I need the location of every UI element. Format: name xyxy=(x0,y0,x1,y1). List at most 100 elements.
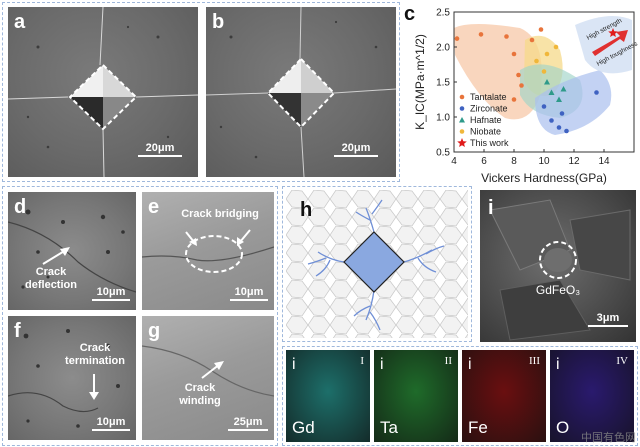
eds-map-gd-roman: I xyxy=(360,355,364,367)
frame-ab xyxy=(2,2,400,182)
legend-marker xyxy=(459,129,465,134)
data-point-niobate xyxy=(534,58,539,64)
data-point-zirconate xyxy=(594,90,599,95)
panel-f-annotation-line1: Crack xyxy=(79,342,111,354)
data-point-tantalate xyxy=(478,32,484,37)
panel-b-scale-label: 20μm xyxy=(341,142,371,154)
panel-f-texture xyxy=(8,329,120,428)
legend-label: Zirconate xyxy=(470,104,508,114)
eds-map-o-element: O xyxy=(556,418,570,437)
panel-f-annotation-line2: termination xyxy=(65,354,125,367)
data-point-hafnate xyxy=(544,79,550,85)
panel-i-texture xyxy=(489,199,631,341)
data-point-tantalate xyxy=(511,51,517,57)
x-tick-label: 4 xyxy=(451,156,457,167)
eds-map-gd: i I Gd xyxy=(286,350,370,442)
eds-map-o-index: i xyxy=(556,356,560,373)
y-axis-label: K_IC(MPa·m^1/2) xyxy=(413,34,427,130)
x-tick-label: 6 xyxy=(481,156,487,167)
legend-label: Tantalate xyxy=(470,92,507,102)
panel-b-label: b xyxy=(212,11,225,33)
data-point-tantalate xyxy=(454,36,460,41)
panel-d-annotation-line2: deflection xyxy=(25,278,77,291)
panel-d-image: d Crack deflection 10μm xyxy=(8,192,136,310)
panel-b-scale-bar: 20μm xyxy=(334,142,378,157)
panel-g-scale-label: 25μm xyxy=(233,416,263,428)
y-tick-label: 2.5 xyxy=(436,8,450,19)
data-point-zirconate xyxy=(541,104,547,109)
frame-defg xyxy=(2,186,278,446)
chart-axes: 4 6 8 10 12 14 0.5 1.0 1.5 2.0 2.5 Vickers Hardness… xyxy=(413,8,635,185)
x-tick-label: 8 xyxy=(511,156,517,167)
eds-map-fe-element: Fe xyxy=(468,418,488,437)
data-point-zirconate xyxy=(556,125,562,130)
chart-points xyxy=(454,27,618,134)
panel-d-annotation-line1: Crack xyxy=(35,266,67,278)
panel-g-label: g xyxy=(148,320,161,342)
panel-i-scale-label: 3μm xyxy=(596,312,620,324)
y-tick-label: 1.5 xyxy=(436,78,450,89)
panel-b-indent xyxy=(206,7,396,177)
legend-marker xyxy=(459,94,465,100)
data-point-hafnate xyxy=(548,89,555,95)
legend-marker xyxy=(459,117,465,123)
region-zirconate xyxy=(535,70,612,135)
eds-map-fe: i III Fe xyxy=(462,350,546,442)
eds-map-o-roman: IV xyxy=(616,355,628,367)
panel-g-annotation: Crack winding xyxy=(170,382,230,407)
data-point-niobate xyxy=(541,69,547,74)
data-point-niobate xyxy=(544,51,550,57)
panel-h-schematic xyxy=(286,190,468,338)
panel-d-label: d xyxy=(14,196,27,218)
panel-d-annotation: Crack deflection xyxy=(16,266,86,291)
panel-f-label: f xyxy=(14,320,21,342)
eds-map-ta: i II Ta xyxy=(374,350,458,442)
panel-i-annotation: GdFeO₃ xyxy=(535,283,581,297)
watermark: 中国有色网 xyxy=(581,432,636,444)
panel-c-chart: 4 6 8 10 12 14 0.5 1.0 1.5 2.0 2.5 Vickers Hardness… xyxy=(413,8,638,186)
eds-map-fe-roman: III xyxy=(529,355,540,367)
data-point-tantalate xyxy=(529,37,535,43)
eds-map-ta-index: i xyxy=(380,356,384,373)
panel-e-texture xyxy=(142,229,274,273)
panel-e-annotation: Crack bridging xyxy=(181,208,259,220)
data-point-zirconate xyxy=(564,128,569,134)
panel-h-indent xyxy=(343,231,405,293)
x-tick-label: 12 xyxy=(568,156,580,167)
panel-f-annotation: Crack termination xyxy=(58,342,132,367)
data-point-tantalate xyxy=(504,34,509,39)
x-tick-label: 10 xyxy=(538,156,550,167)
data-point-hafnate xyxy=(560,86,567,92)
panel-g-scale-bar: 25μm xyxy=(228,416,268,431)
legend-label: Hafnate xyxy=(470,115,502,125)
region-tantalate xyxy=(454,24,542,120)
legend-label: Niobate xyxy=(470,127,501,137)
y-tick-label: 1.0 xyxy=(436,113,450,124)
panel-e-image: e Crack bridging 10μm xyxy=(142,192,274,310)
data-point-zirconate xyxy=(549,118,554,123)
panel-a-indent xyxy=(8,7,198,177)
panel-a-scale-bar: 20μm xyxy=(138,142,182,157)
eds-map-gd-element: Gd xyxy=(292,418,315,437)
panel-h-label: h xyxy=(300,199,313,221)
data-point-tantalate xyxy=(538,27,544,32)
legend-marker xyxy=(459,106,465,111)
data-point-tantalate xyxy=(519,83,524,88)
panel-e-scale-label: 10μm xyxy=(234,286,264,298)
eds-map-o: i IV O xyxy=(550,350,634,442)
panel-i-image: i GdFeO₃ 3μm xyxy=(480,190,636,342)
region-highlight xyxy=(575,16,632,74)
frame-eds xyxy=(282,346,638,446)
panel-f-scale-label: 10μm xyxy=(96,416,126,428)
x-tick-label: 14 xyxy=(598,156,610,167)
panel-g-image: g Crack winding 25μm xyxy=(142,316,274,440)
panel-e-scale-bar: 10μm xyxy=(230,286,268,301)
panel-b-image: b 20μm xyxy=(206,7,396,177)
panel-c-label: c xyxy=(404,3,416,25)
data-point-this-work xyxy=(608,28,618,37)
panel-f-scale-bar: 10μm xyxy=(92,416,130,431)
panel-a-label: a xyxy=(14,11,26,33)
x-axis-label: Vickers Hardness(GPa) xyxy=(481,171,607,185)
legend-label: This work xyxy=(470,138,509,148)
